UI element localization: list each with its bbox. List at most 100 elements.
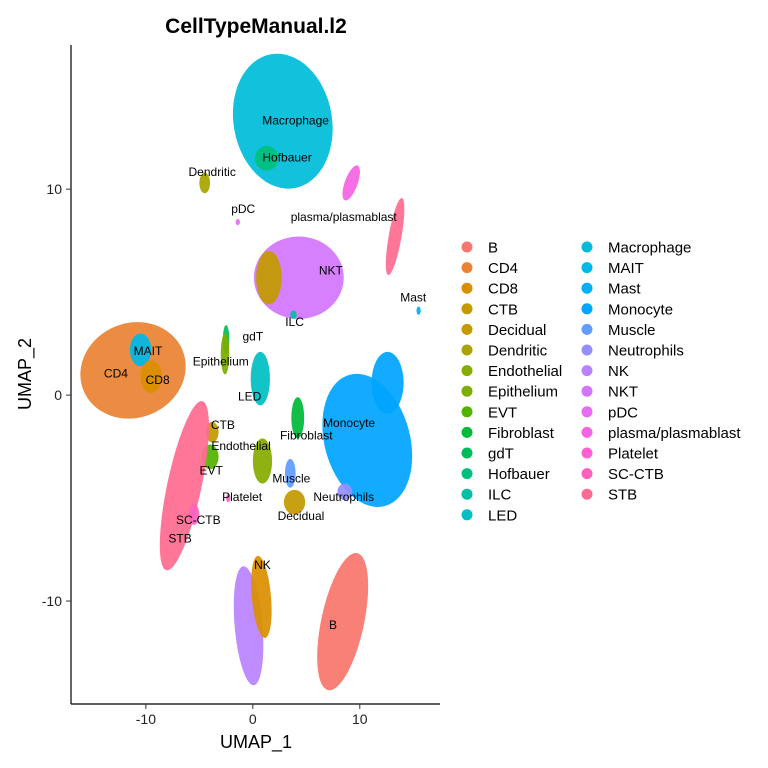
legend-swatch <box>581 241 593 253</box>
cluster-label-decidual: Decidual <box>278 509 325 523</box>
y-axis-title: UMAP_2 <box>15 338 36 410</box>
legend-swatch <box>581 323 593 335</box>
legend-item-b: B <box>461 240 498 257</box>
cluster-label-cd4: CD4 <box>104 367 128 381</box>
cluster-label-hofbauer: Hofbauer <box>262 150 311 164</box>
y-tick-label: 0 <box>54 387 62 403</box>
legend-label: EVT <box>488 404 517 421</box>
cluster-stb <box>159 401 209 571</box>
legend-label: Mast <box>608 281 641 298</box>
legend-swatch <box>461 426 473 438</box>
legend-label: Fibroblast <box>488 425 555 442</box>
legend-label: Hofbauer <box>488 466 550 483</box>
cluster-label-monocyte: Monocyte <box>323 416 375 430</box>
x-tick-label: 10 <box>352 711 368 727</box>
legend-swatch <box>461 303 473 315</box>
cluster-b <box>317 552 369 691</box>
cluster-label-platelet: Platelet <box>222 490 263 504</box>
cluster-monocyte-tail <box>371 351 404 414</box>
legend-label: STB <box>608 487 637 504</box>
cluster-mast <box>416 306 421 315</box>
cluster-label-nk: NK <box>254 558 271 572</box>
cluster-label-evt: EVT <box>199 463 223 477</box>
legend-label: ILC <box>488 487 512 504</box>
x-axis-ticks: -10 0 10 <box>136 704 368 727</box>
legend-label: Macrophage <box>608 240 691 257</box>
legend-item-mait: MAIT <box>581 260 644 277</box>
legend-label: NKT <box>608 384 638 401</box>
legend-label: Monocyte <box>608 301 673 318</box>
legend-item-epithelium: Epithelium <box>461 384 558 401</box>
legend-swatch <box>461 447 473 459</box>
legend-item-mast: Mast <box>581 281 641 298</box>
cluster-label-layer: Macrophage Hofbauer Dendritic pDC plasma/pla… <box>104 113 427 632</box>
legend-label: LED <box>488 507 517 524</box>
legend-label: Decidual <box>488 322 546 339</box>
legend-swatch <box>461 282 473 294</box>
cluster-label-pdc: pDC <box>231 202 255 216</box>
legend-item-neutrophils: Neutrophils <box>581 343 684 360</box>
cluster-plasma-plasmablast <box>342 165 360 201</box>
legend-label: Endothelial <box>488 363 562 380</box>
cluster-ilc <box>290 310 297 319</box>
legend-item-decidual: Decidual <box>461 322 546 339</box>
legend-swatch <box>581 426 593 438</box>
legend-label: CD4 <box>488 260 518 277</box>
legend-item-muscle: Muscle <box>581 322 656 339</box>
legend-swatch <box>461 365 473 377</box>
legend-label: Epithelium <box>488 384 558 401</box>
legend-label: MAIT <box>608 260 644 277</box>
cluster-led <box>250 351 270 406</box>
legend-item-dendritic: Dendritic <box>461 343 548 360</box>
cluster-label-stb: STB <box>168 531 191 545</box>
legend-label: pDC <box>608 404 638 421</box>
cluster-label-epithelium: Epithelium <box>193 354 249 368</box>
legend-item-ctb: CTB <box>461 301 518 318</box>
cluster-fibroblast <box>291 397 305 439</box>
legend: B CD4 CD8 CTB Decidual Dendritic Endothelial Ep… <box>461 240 741 524</box>
cluster-stb-upper <box>385 197 405 276</box>
legend-label: SC-CTB <box>608 466 664 483</box>
legend-item-ilc: ILC <box>461 487 512 504</box>
legend-item-nkt: NKT <box>581 384 638 401</box>
cluster-layer <box>80 53 421 691</box>
legend-swatch <box>581 344 593 356</box>
legend-item-led: LED <box>461 507 517 524</box>
cluster-label-macrophage: Macrophage <box>262 113 329 127</box>
legend-item-cd4: CD4 <box>461 260 518 277</box>
legend-item-hofbauer: Hofbauer <box>461 466 550 483</box>
cluster-label-plasma-plasmablast: plasma/plasmablast <box>291 210 398 224</box>
cluster-neutrophils <box>337 483 353 501</box>
cluster-cd8-nk <box>251 555 272 638</box>
legend-item-fibroblast: Fibroblast <box>461 425 555 442</box>
y-axis-ticks: -10 0 10 <box>42 181 71 609</box>
cluster-dendritic <box>199 172 211 194</box>
legend-item-nk: NK <box>581 363 629 380</box>
legend-swatch <box>461 509 473 521</box>
cluster-cd8 <box>140 360 162 394</box>
legend-swatch <box>461 488 473 500</box>
legend-item-evt: EVT <box>461 404 517 421</box>
legend-swatch <box>581 365 593 377</box>
cluster-label-fibroblast: Fibroblast <box>280 428 333 442</box>
legend-swatch <box>581 262 593 274</box>
legend-item-sc-ctb: SC-CTB <box>581 466 664 483</box>
cluster-ctb-upper <box>256 250 282 305</box>
legend-swatch <box>461 241 473 253</box>
x-tick-label: 0 <box>249 711 257 727</box>
cluster-decidual <box>283 489 306 515</box>
cluster-label-nkt: NKT <box>319 264 344 278</box>
legend-item-plasma-plasmablast: plasma/plasmablast <box>581 425 741 442</box>
cluster-label-gdt: gdT <box>242 330 263 344</box>
legend-label: Neutrophils <box>608 343 684 360</box>
cluster-platelet <box>226 493 231 503</box>
cluster-hofbauer <box>254 145 279 171</box>
legend-item-cd8: CD8 <box>461 281 518 298</box>
cluster-label-mait: MAIT <box>134 344 163 358</box>
cluster-cd4 <box>80 322 186 419</box>
legend-item-pdc: pDC <box>581 404 638 421</box>
legend-swatch <box>581 385 593 397</box>
legend-item-macrophage: Macrophage <box>581 240 691 257</box>
cluster-label-mast: Mast <box>400 290 427 304</box>
